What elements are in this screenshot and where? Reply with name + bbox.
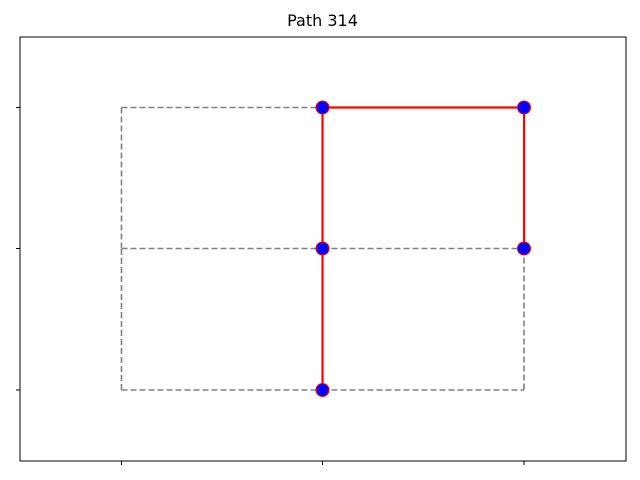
path-node <box>517 100 531 115</box>
path-edges <box>321 106 526 392</box>
axis-ticks <box>16 107 525 465</box>
path-nodes <box>315 100 531 397</box>
path-node <box>315 383 330 397</box>
path-node <box>517 241 531 256</box>
path-node <box>315 100 330 115</box>
chart-title: Path 314 <box>287 11 358 30</box>
grid-edges <box>120 106 525 391</box>
path-node <box>315 241 330 256</box>
